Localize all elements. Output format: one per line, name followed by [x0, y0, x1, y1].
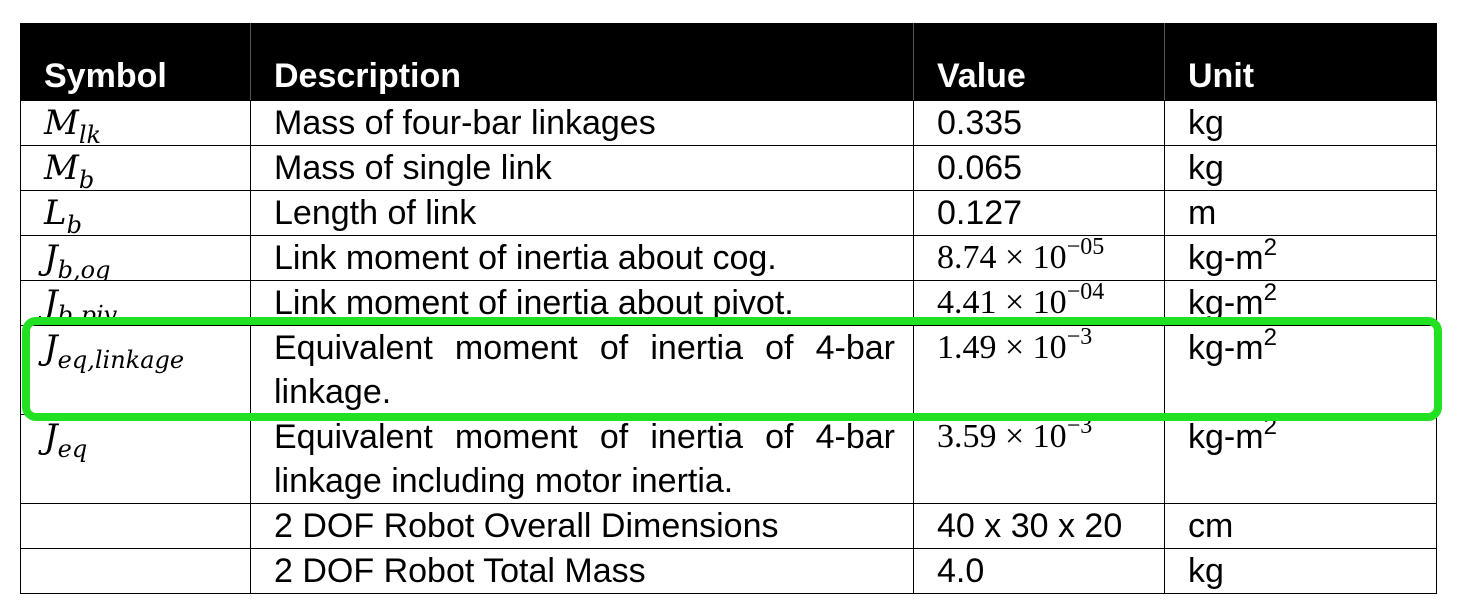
- value-cell: 0.127: [913, 190, 1165, 236]
- unit-cell: m: [1164, 190, 1437, 236]
- symbol-cell: Jb,piv: [20, 280, 251, 326]
- value-cell: 3.59 × 10−3: [913, 414, 1165, 504]
- table-row-highlighted: Jeq,linkage Equivalent moment of inertia…: [20, 325, 1437, 415]
- description-cell: 2 DOF Robot Overall Dimensions: [250, 503, 914, 549]
- value-cell: 0.335: [913, 100, 1165, 146]
- parameters-table: Symbol Description Value Unit Mlk Mass o…: [20, 23, 1437, 594]
- value-cell: 4.41 × 10−04: [913, 280, 1165, 326]
- description-cell: Mass of single link: [250, 145, 914, 191]
- value-cell: 1.49 × 10−3: [913, 325, 1165, 415]
- table-row: Jb,piv Link moment of inertia about pivo…: [20, 280, 1437, 326]
- symbol-cell: Jeq: [20, 414, 251, 504]
- symbol-cell: Mb: [20, 145, 251, 191]
- unit-cell: kg-m2: [1164, 280, 1437, 326]
- symbol-cell: Lb: [20, 190, 251, 236]
- unit-cell: kg-m2: [1164, 325, 1437, 415]
- header-symbol: Symbol: [20, 23, 251, 101]
- unit-cell: cm: [1164, 503, 1437, 549]
- table-header-row: Symbol Description Value Unit: [20, 23, 1437, 101]
- table-row: Jb,og Link moment of inertia about cog. …: [20, 235, 1437, 281]
- unit-cell: kg-m2: [1164, 414, 1437, 504]
- description-cell: Equivalent moment of inertia of 4-bar li…: [250, 414, 914, 504]
- table-row: 2 DOF Robot Total Mass 4.0 kg: [20, 548, 1437, 594]
- symbol-cell: Mlk: [20, 100, 251, 146]
- unit-cell: kg-m2: [1164, 235, 1437, 281]
- table-row: Lb Length of link 0.127 m: [20, 190, 1437, 236]
- value-cell: 0.065: [913, 145, 1165, 191]
- table-row: 2 DOF Robot Overall Dimensions 40 x 30 x…: [20, 503, 1437, 549]
- unit-cell: kg: [1164, 145, 1437, 191]
- description-cell: Mass of four-bar linkages: [250, 100, 914, 146]
- description-cell: Length of link: [250, 190, 914, 236]
- header-value: Value: [913, 23, 1165, 101]
- unit-cell: kg: [1164, 548, 1437, 594]
- table-row: Mlk Mass of four-bar linkages 0.335 kg: [20, 100, 1437, 146]
- description-cell: Link moment of inertia about cog.: [250, 235, 914, 281]
- symbol-cell: [20, 548, 251, 594]
- symbol-cell: Jeq,linkage: [20, 325, 251, 415]
- header-description: Description: [250, 23, 914, 101]
- unit-cell: kg: [1164, 100, 1437, 146]
- description-cell: Equivalent moment of inertia of 4-bar li…: [250, 325, 914, 415]
- value-cell: 4.0: [913, 548, 1165, 594]
- symbol-cell: Jb,og: [20, 235, 251, 281]
- value-cell: 8.74 × 10−05: [913, 235, 1165, 281]
- value-cell: 40 x 30 x 20: [913, 503, 1165, 549]
- symbol-cell: [20, 503, 251, 549]
- description-cell: 2 DOF Robot Total Mass: [250, 548, 914, 594]
- description-cell: Link moment of inertia about pivot.: [250, 280, 914, 326]
- header-unit: Unit: [1164, 23, 1437, 101]
- table-row: Mb Mass of single link 0.065 kg: [20, 145, 1437, 191]
- table-row: Jeq Equivalent moment of inertia of 4-ba…: [20, 414, 1437, 504]
